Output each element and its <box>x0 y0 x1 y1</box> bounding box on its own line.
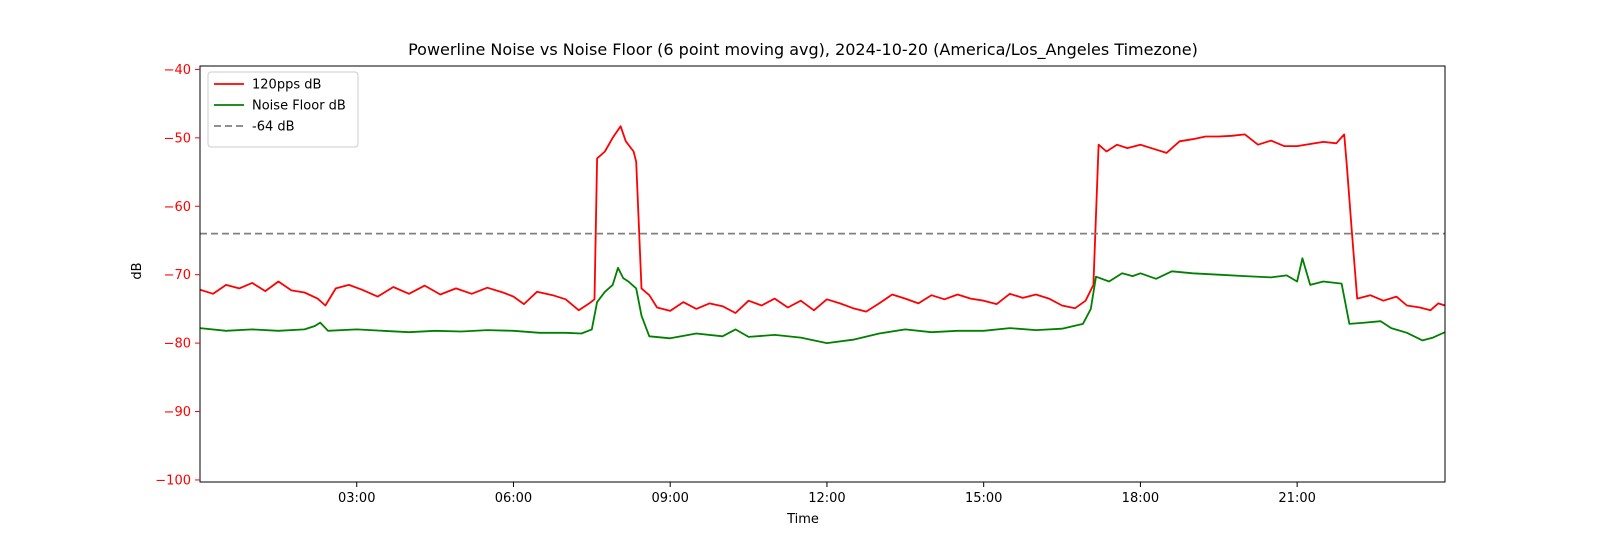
x-tick-label: 06:00 <box>495 491 532 506</box>
y-tick-label: −80 <box>164 337 191 352</box>
y-tick-label: −50 <box>164 131 191 146</box>
x-tick-label: 09:00 <box>651 491 688 506</box>
plot-area <box>200 125 1445 344</box>
chart-title: Powerline Noise vs Noise Floor (6 point … <box>408 40 1198 60</box>
x-tick-label: 03:00 <box>338 491 375 506</box>
x-tick-label: 12:00 <box>808 491 845 506</box>
series-line-1 <box>200 257 1445 344</box>
x-tick-label: 21:00 <box>1278 491 1315 506</box>
y-tick-label: −100 <box>155 473 191 488</box>
series-line-0 <box>200 125 1445 314</box>
legend-label: 120pps dB <box>252 78 321 93</box>
x-tick-label: 15:00 <box>965 491 1002 506</box>
plot-frame <box>199 65 1446 483</box>
legend: 120pps dB Noise Floor dB -64 dB <box>207 71 359 148</box>
legend-box <box>207 71 359 148</box>
legend-label: -64 dB <box>252 120 295 135</box>
x-axis-label: Time <box>786 512 819 527</box>
legend-label: Noise Floor dB <box>252 99 346 114</box>
x-tick-label: 18:00 <box>1122 491 1159 506</box>
y-tick-label: −90 <box>164 405 191 420</box>
y-tick-label: −60 <box>164 200 191 215</box>
y-axis-label: dB <box>130 262 145 279</box>
y-tick-label: −70 <box>164 268 191 283</box>
y-tick-label: −40 <box>164 63 191 78</box>
axes: 03:00 06:00 09:00 12:00 15:00 18:00 21:00 −40 −5… <box>155 63 1446 506</box>
